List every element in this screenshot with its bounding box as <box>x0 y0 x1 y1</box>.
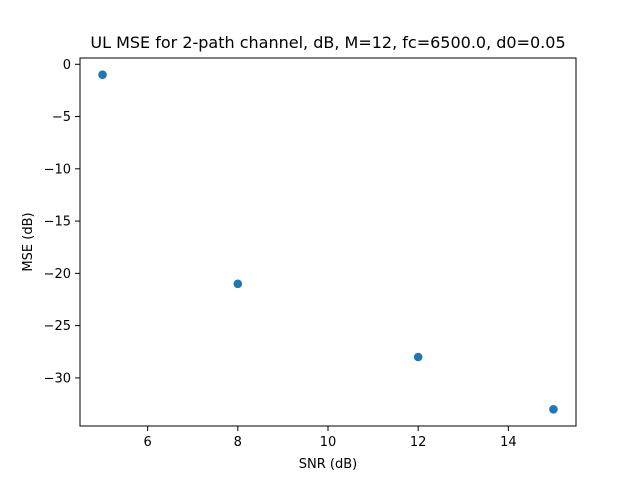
y-tick-label: 0 <box>63 58 71 73</box>
x-axis-label: SNR (dB) <box>299 457 357 472</box>
axis-ticks: 6 8 10 12 14 0 −5 −10 −15 −20 −25 −30 <box>44 58 517 450</box>
y-tick-label: −25 <box>44 319 71 334</box>
x-tick-label: 6 <box>143 435 151 450</box>
y-tick-label: −20 <box>44 267 71 282</box>
x-tick-label: 10 <box>320 435 337 450</box>
data-point <box>233 279 243 289</box>
plot-frame <box>79 57 577 427</box>
chart-title: UL MSE for 2-path channel, dB, M=12, fc=… <box>90 33 565 52</box>
y-tick-label: −30 <box>44 371 71 386</box>
data-point <box>413 352 423 362</box>
data-point <box>549 404 558 414</box>
y-tick-label: −10 <box>44 162 71 177</box>
x-tick-label: 8 <box>234 435 242 450</box>
x-tick-label: 14 <box>500 435 517 450</box>
y-axis-label: MSE (dB) <box>21 212 36 271</box>
y-tick-label: −15 <box>44 215 71 230</box>
data-point <box>98 70 107 80</box>
x-tick-label: 12 <box>410 435 427 450</box>
data-points <box>98 70 558 414</box>
y-tick-label: −5 <box>52 110 71 125</box>
